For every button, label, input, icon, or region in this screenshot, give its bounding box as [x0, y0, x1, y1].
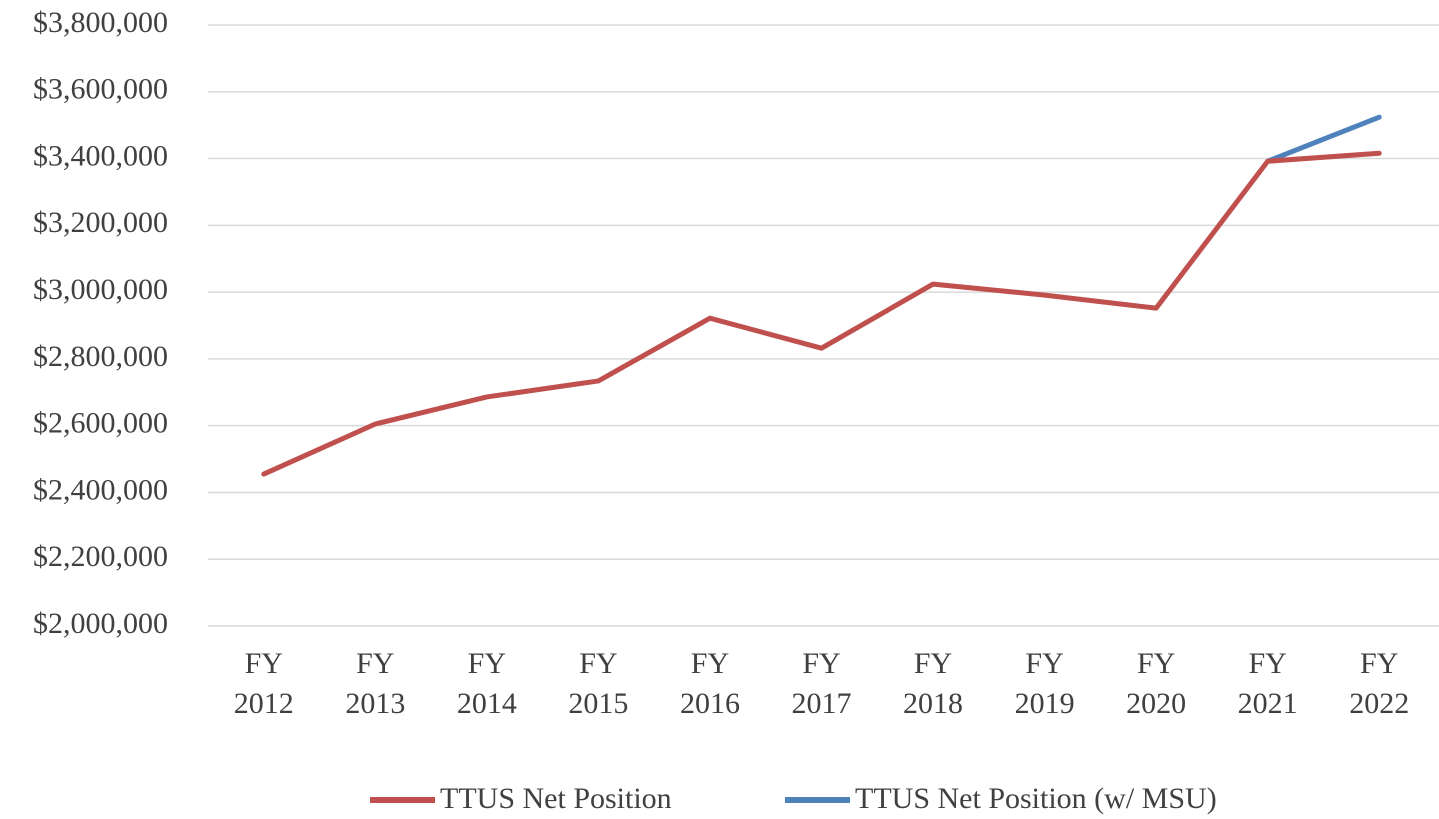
- y-tick-label: $2,600,000: [33, 407, 168, 440]
- y-tick-label: $3,800,000: [33, 6, 168, 39]
- x-tick-label: FY 2017: [792, 647, 852, 720]
- series-line: [261, 150, 1382, 477]
- y-tick-label: $3,200,000: [33, 206, 168, 239]
- y-tick-label: $2,000,000: [33, 607, 168, 640]
- x-tick-label: FY 2015: [568, 647, 628, 720]
- series-line: [1265, 114, 1382, 164]
- x-tick-label: FY 2020: [1126, 647, 1186, 720]
- x-tick-label: FY 2019: [1015, 647, 1075, 720]
- y-tick-label: $2,800,000: [33, 340, 168, 373]
- x-tick-label: FY 2013: [345, 647, 405, 720]
- x-tick-label: FY 2016: [680, 647, 740, 720]
- x-tick-label: FY 2021: [1238, 647, 1298, 720]
- y-tick-label: $3,400,000: [33, 139, 168, 172]
- x-tick-label: FY 2018: [903, 647, 963, 720]
- y-tick-label: $3,000,000: [33, 273, 168, 306]
- legend-label: TTUS Net Position (w/ MSU): [855, 782, 1217, 815]
- x-tick-label: FY 2022: [1349, 647, 1409, 720]
- y-tick-label: $2,200,000: [33, 540, 168, 573]
- y-tick-label: $3,600,000: [33, 73, 168, 106]
- y-tick-label: $2,400,000: [33, 473, 168, 506]
- legend-label: TTUS Net Position: [440, 782, 672, 815]
- x-tick-label: FY 2012: [234, 647, 294, 720]
- x-tick-label: FY 2014: [457, 647, 517, 720]
